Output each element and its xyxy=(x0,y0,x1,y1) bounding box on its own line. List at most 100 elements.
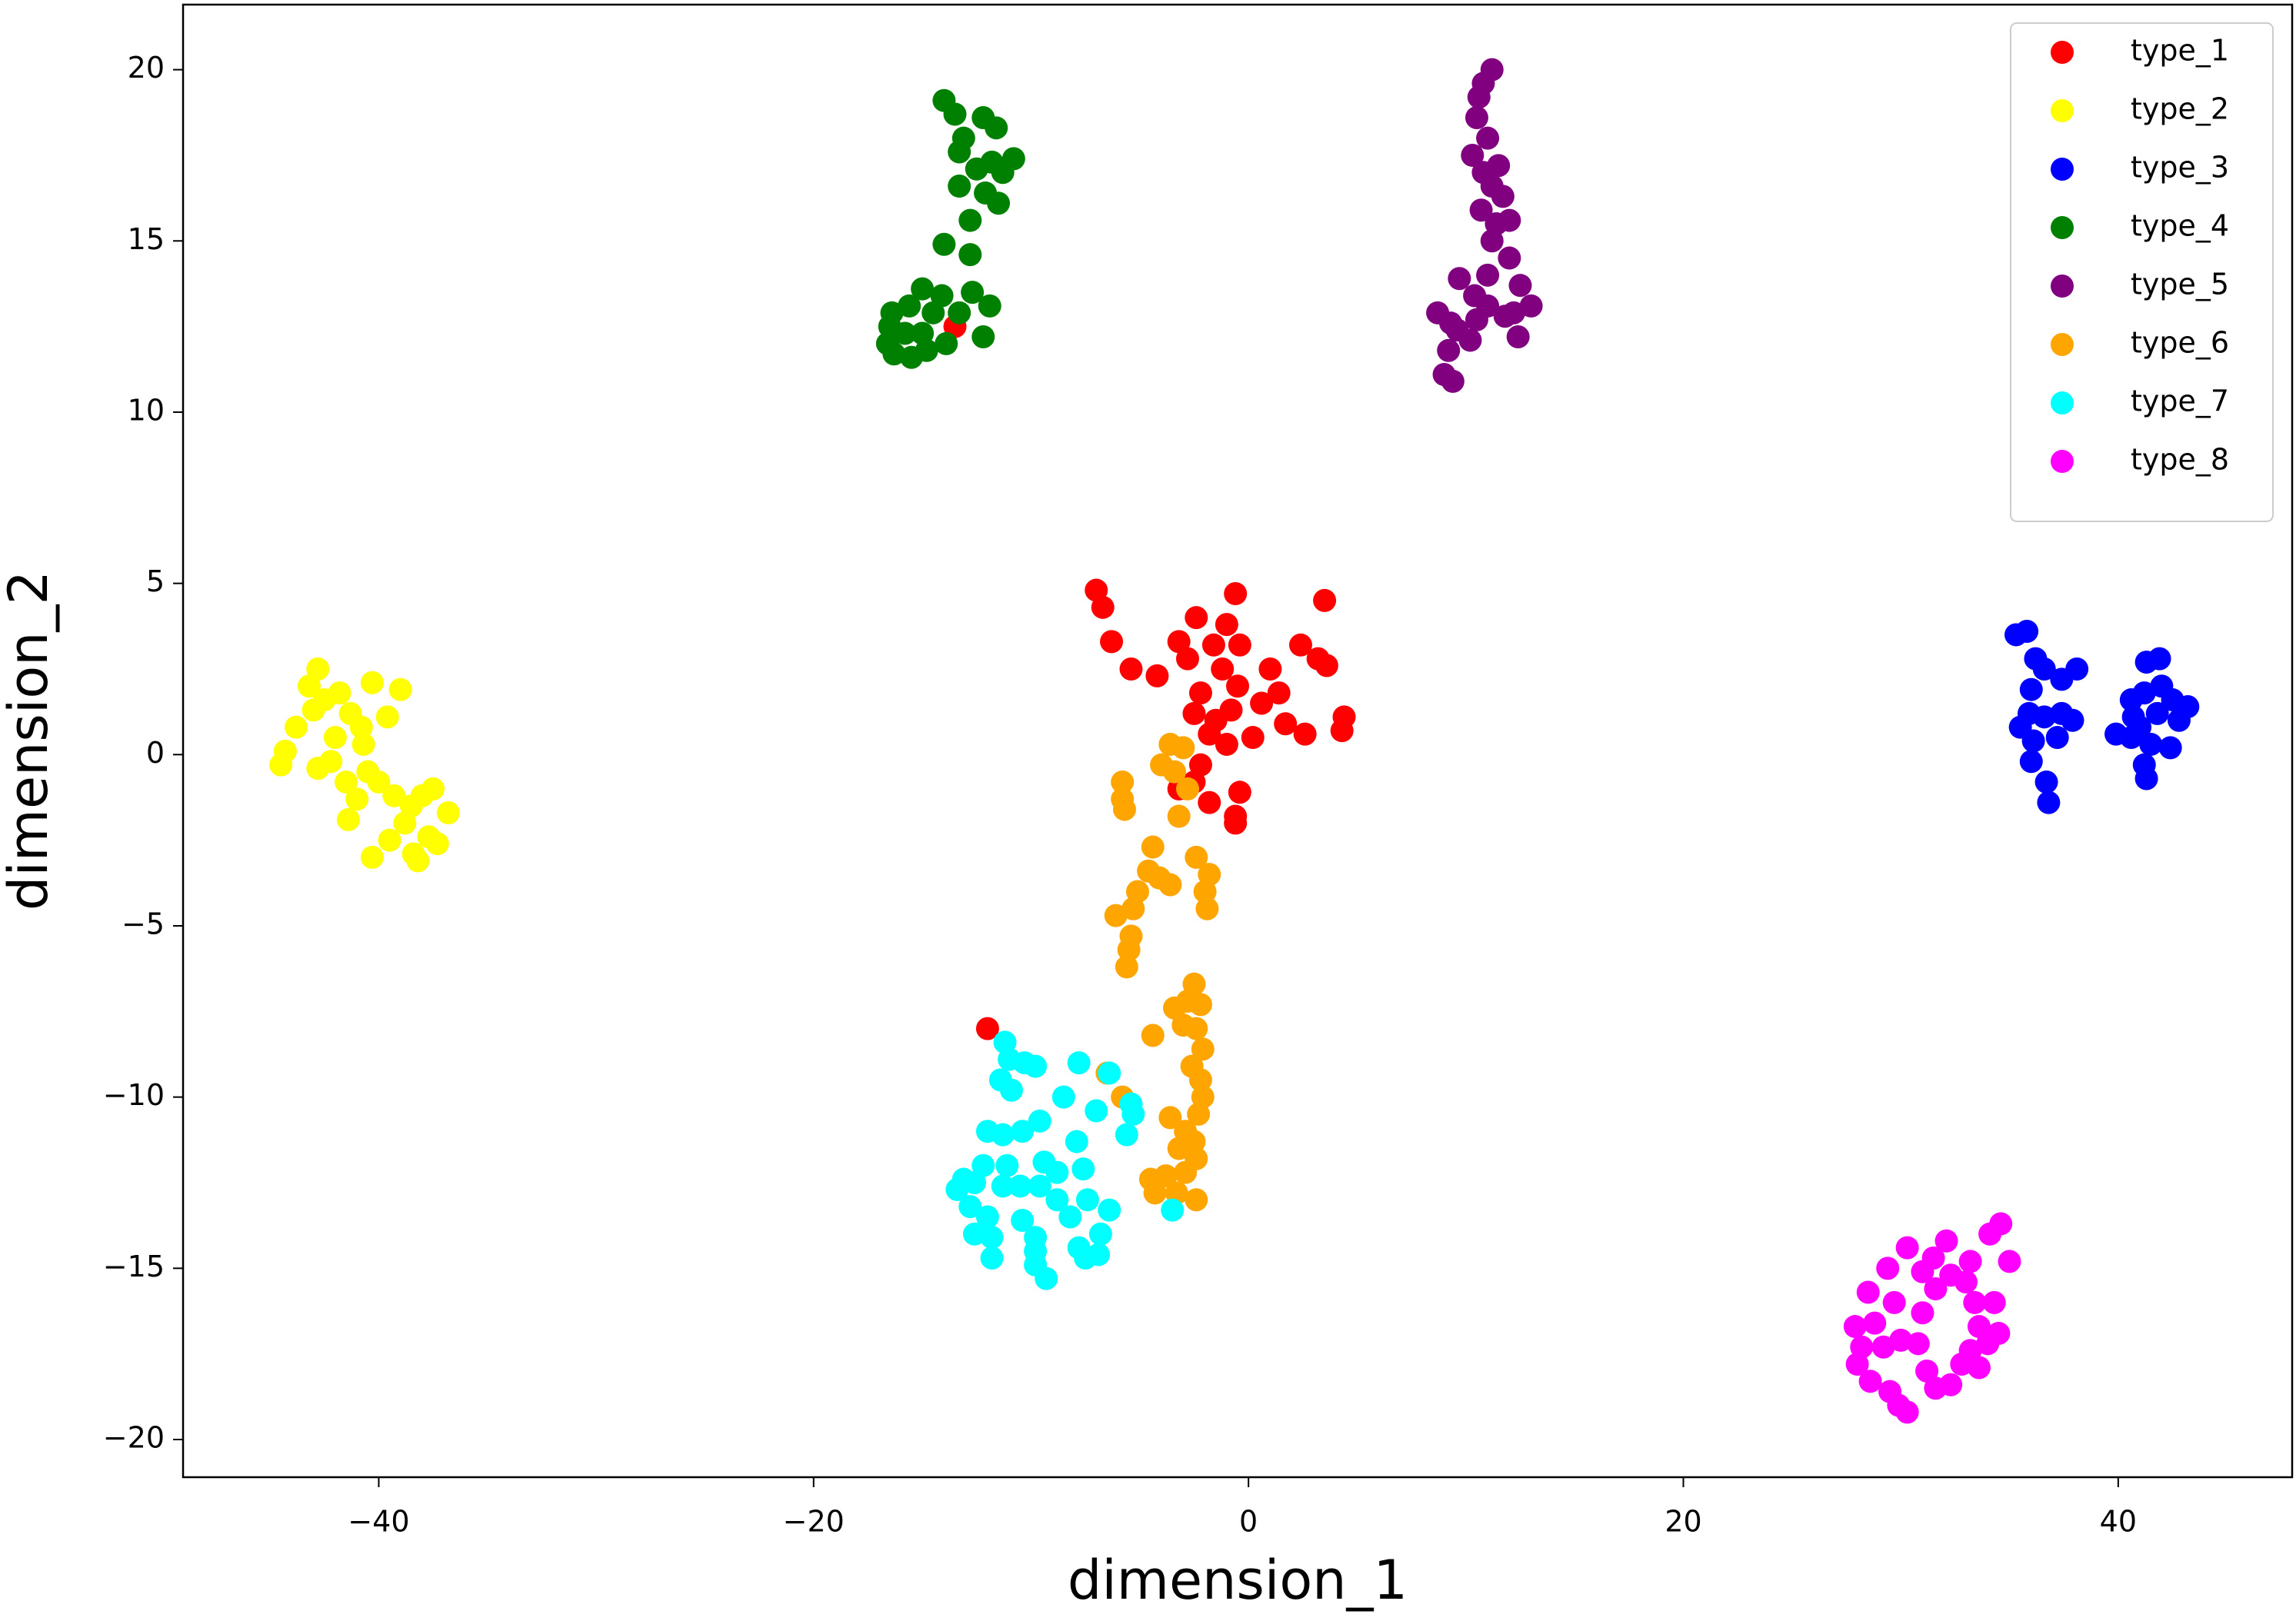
point xyxy=(1469,198,1493,222)
point xyxy=(1954,1270,1978,1294)
point xyxy=(2032,657,2056,681)
point xyxy=(1982,1290,2006,1314)
point xyxy=(1480,229,1504,253)
point xyxy=(1976,1332,2000,1356)
point xyxy=(1845,1353,1869,1376)
x-axis-label: dimension_1 xyxy=(1068,1549,1408,1612)
point xyxy=(995,1153,1019,1177)
point xyxy=(1950,1353,1974,1376)
legend-marker xyxy=(2051,450,2074,473)
legend-label: type_2 xyxy=(2131,92,2229,126)
point xyxy=(1141,835,1165,859)
point xyxy=(1167,1137,1191,1160)
point xyxy=(2121,705,2145,729)
point xyxy=(1195,897,1219,920)
point xyxy=(1911,1301,1934,1325)
point xyxy=(1115,955,1138,979)
point xyxy=(1065,1130,1088,1153)
point xyxy=(2119,688,2143,712)
point xyxy=(2158,736,2182,760)
point xyxy=(980,1226,1004,1250)
point xyxy=(1028,1174,1051,1198)
point xyxy=(1978,1222,2002,1246)
point xyxy=(2037,791,2061,814)
point xyxy=(1924,1277,1948,1301)
legend-frame xyxy=(2010,22,2274,522)
y-tick-label: 5 xyxy=(146,564,165,598)
point xyxy=(882,342,906,366)
point xyxy=(1293,722,1317,746)
point xyxy=(1313,588,1337,612)
point xyxy=(1008,1174,1032,1198)
point xyxy=(1437,338,1461,362)
legend-marker xyxy=(2051,333,2074,356)
point xyxy=(980,1246,1004,1270)
point xyxy=(1000,1078,1024,1102)
point xyxy=(1863,1311,1887,1335)
point xyxy=(1058,1205,1082,1229)
point xyxy=(1085,1099,1108,1123)
point xyxy=(1191,1037,1215,1061)
point xyxy=(958,243,982,267)
point xyxy=(1137,859,1161,883)
point xyxy=(1045,1160,1069,1184)
point xyxy=(1145,664,1169,687)
point xyxy=(1508,274,1532,298)
point xyxy=(393,811,417,835)
point xyxy=(1098,1061,1121,1085)
y-tick-label: 20 xyxy=(128,51,165,85)
point xyxy=(1934,1229,1958,1253)
point xyxy=(930,284,954,308)
point xyxy=(2134,767,2158,791)
legend-label: type_7 xyxy=(2131,384,2229,418)
y-tick-label: 15 xyxy=(128,222,165,256)
point xyxy=(360,671,384,694)
point xyxy=(958,1195,982,1219)
point xyxy=(1163,996,1187,1020)
point xyxy=(1185,1017,1208,1040)
point xyxy=(1188,1068,1212,1092)
point xyxy=(1175,647,1199,671)
legend-label: type_3 xyxy=(2131,151,2229,185)
point xyxy=(899,345,923,369)
point xyxy=(1175,777,1199,801)
point xyxy=(1228,633,1251,657)
point xyxy=(1465,105,1488,129)
point xyxy=(1211,657,1235,681)
point xyxy=(1104,904,1128,927)
x-tick-label: 40 xyxy=(2100,1505,2137,1539)
legend-label: type_5 xyxy=(2131,268,2229,301)
point xyxy=(2019,677,2043,701)
point xyxy=(349,715,373,739)
point xyxy=(1121,897,1145,920)
point xyxy=(1051,1085,1075,1109)
point xyxy=(893,321,917,345)
point xyxy=(1158,1106,1182,1130)
point xyxy=(971,1153,995,1177)
y-axis-label: dimension_2 xyxy=(0,571,60,910)
x-tick-label: 20 xyxy=(1665,1505,1701,1539)
point xyxy=(1219,698,1243,722)
x-tick-label: −20 xyxy=(783,1505,845,1539)
point xyxy=(921,301,945,325)
point xyxy=(1330,719,1354,743)
point xyxy=(1519,294,1543,318)
point xyxy=(898,294,921,318)
point xyxy=(1161,1198,1185,1222)
point xyxy=(1895,1400,1919,1424)
legend-marker xyxy=(2051,216,2074,239)
point xyxy=(1193,880,1217,904)
point xyxy=(2034,770,2058,794)
point xyxy=(1228,781,1251,804)
point xyxy=(1171,736,1195,760)
point xyxy=(425,832,449,856)
legend-label: type_1 xyxy=(2131,34,2229,68)
point xyxy=(987,191,1011,215)
point xyxy=(1967,1315,1991,1339)
point xyxy=(1493,305,1517,328)
point xyxy=(406,849,430,873)
point xyxy=(1167,630,1191,654)
point xyxy=(1506,325,1530,348)
point xyxy=(2061,708,2084,732)
